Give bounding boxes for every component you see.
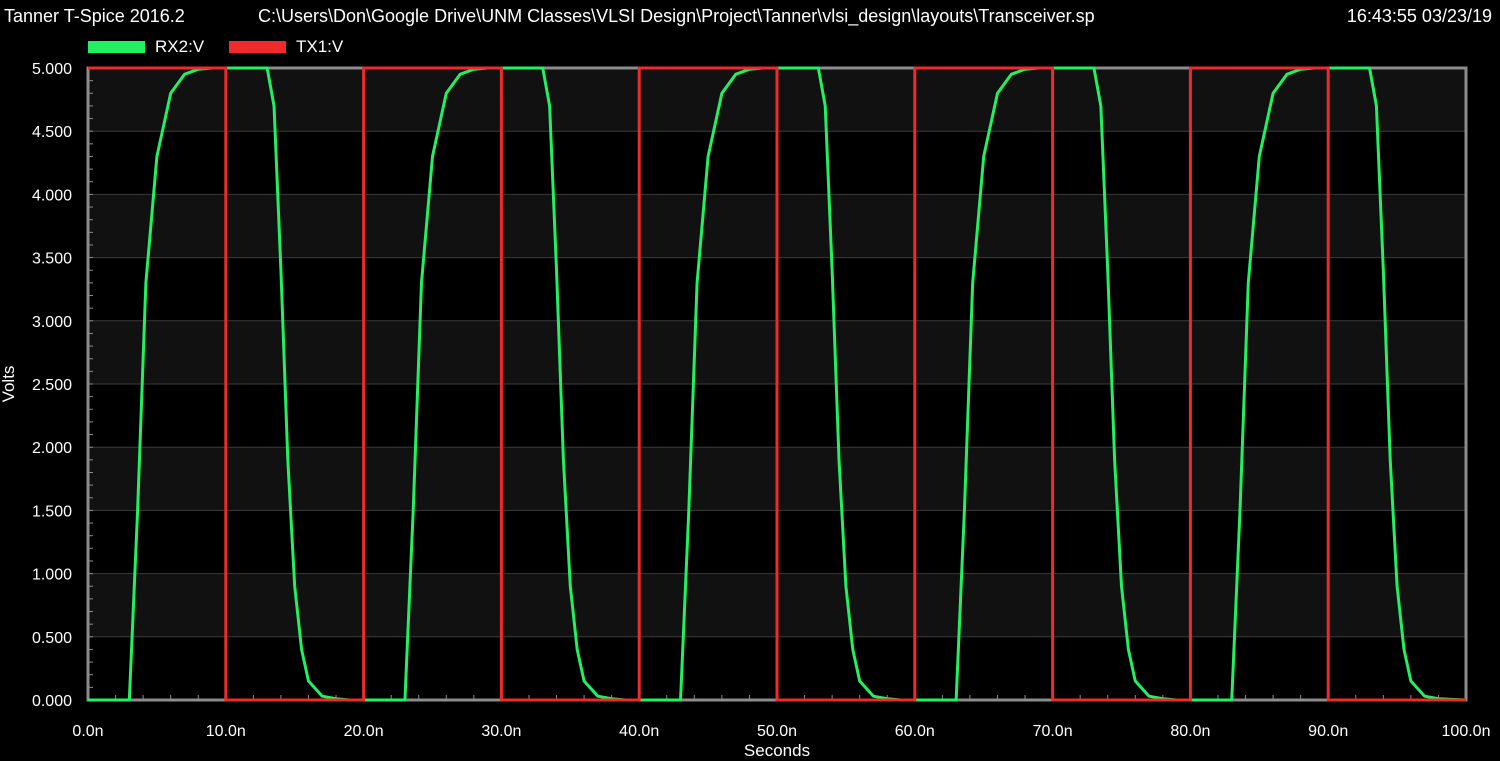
x-tick-label: 80.0n bbox=[1170, 723, 1210, 740]
legend-label-tx1: TX1:V bbox=[296, 37, 344, 56]
x-tick-label: 30.0n bbox=[481, 723, 521, 740]
file-path: C:\Users\Don\Google Drive\UNM Classes\VL… bbox=[258, 6, 1095, 26]
timestamp: 16:43:55 03/23/19 bbox=[1346, 6, 1492, 26]
y-tick-label: 1.500 bbox=[32, 503, 72, 520]
x-tick-label: 10.0n bbox=[206, 723, 246, 740]
x-tick-label: 70.0n bbox=[1033, 723, 1073, 740]
y-tick-label: 0.000 bbox=[32, 693, 72, 710]
legend-swatch-tx1 bbox=[229, 41, 286, 53]
legend-label-rx2: RX2:V bbox=[155, 37, 205, 56]
y-tick-label: 5.000 bbox=[32, 61, 72, 78]
y-tick-label: 3.500 bbox=[32, 251, 72, 268]
legend-swatch-rx2 bbox=[88, 41, 145, 53]
y-tick-label: 1.000 bbox=[32, 567, 72, 584]
y-tick-label: 4.000 bbox=[32, 187, 72, 204]
x-axis-label: Seconds bbox=[744, 741, 810, 760]
y-tick-label: 0.500 bbox=[32, 630, 72, 647]
x-tick-label: 60.0n bbox=[895, 723, 935, 740]
y-tick-label: 3.000 bbox=[32, 314, 72, 331]
trace-tx1 bbox=[88, 66, 1466, 702]
legend-item-tx1[interactable]: TX1:V bbox=[229, 37, 343, 57]
y-tick-label: 4.500 bbox=[32, 124, 72, 141]
x-tick-label: 100.0n bbox=[1442, 723, 1491, 740]
y-tick-label: 2.000 bbox=[32, 440, 72, 457]
x-tick-label: 20.0n bbox=[344, 723, 384, 740]
y-tick-label: 2.500 bbox=[32, 377, 72, 394]
x-tick-label: 0.0n bbox=[72, 723, 103, 740]
app-title: Tanner T-Spice 2016.2 bbox=[4, 6, 185, 26]
legend-item-rx2[interactable]: RX2:V bbox=[88, 37, 204, 57]
x-tick-label: 90.0n bbox=[1308, 723, 1348, 740]
y-axis-label: Volts bbox=[0, 366, 18, 403]
x-tick-label: 50.0n bbox=[757, 723, 797, 740]
trace-rx2 bbox=[88, 66, 1467, 702]
x-tick-label: 40.0n bbox=[619, 723, 659, 740]
